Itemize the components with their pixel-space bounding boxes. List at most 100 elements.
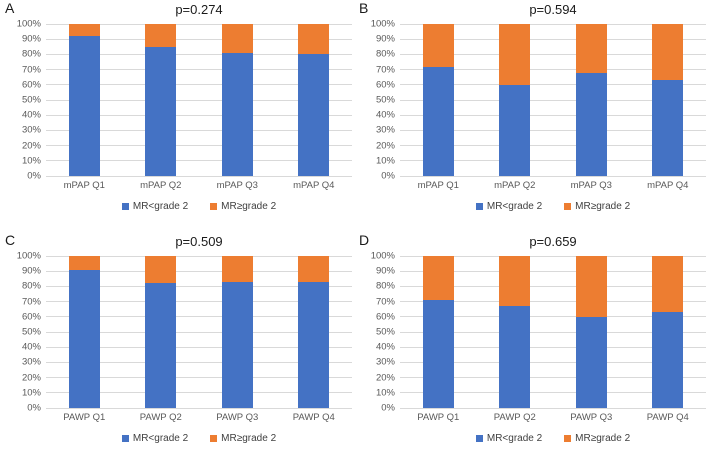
y-tick-label: 0% xyxy=(381,402,395,414)
gridline xyxy=(46,377,352,379)
y-tick-label: 70% xyxy=(375,296,395,308)
plot-area xyxy=(46,23,352,177)
panel-letter: C xyxy=(5,232,16,248)
stacked-bar xyxy=(499,24,531,176)
y-axis: 100% 90% 80% 70% 60% 50% 40% 30% 20% 10% 0% xyxy=(0,19,46,182)
y-axis: 100% 90% 80% 70% 60% 50% 40% 30% 20% 10% 0% xyxy=(0,251,46,414)
x-axis-labels: mPAP Q1 mPAP Q2 mPAP Q3 mPAP Q4 xyxy=(46,180,352,191)
plot-area xyxy=(400,255,706,409)
bar-segment-mr-lt-grade2 xyxy=(499,84,531,176)
x-axis-category-label: PAWP Q2 xyxy=(493,412,536,423)
stacked-bar xyxy=(221,24,253,176)
y-tick-label: 100% xyxy=(370,18,395,30)
stacked-bar xyxy=(575,24,607,176)
legend-swatch xyxy=(121,203,129,210)
gridline xyxy=(46,331,352,333)
chart-body: 100% 90% 80% 70% 60% 50% 40% 30% 20% 10% 0% xyxy=(354,19,708,182)
stacked-bar xyxy=(652,256,684,408)
x-axis-category-label: PAWP Q2 xyxy=(139,412,182,423)
gridline xyxy=(46,175,352,177)
panel-letter: B xyxy=(359,0,369,16)
y-tick-label: 100% xyxy=(16,250,41,262)
panel-c: C p=0.509 100% 90% 80% 70% 60% 50% 40% 30% 20% 10… xyxy=(0,232,354,463)
legend-item: MR<grade 2 xyxy=(475,433,542,444)
legend-swatch xyxy=(564,203,572,210)
bar-column xyxy=(46,256,123,408)
legend: MR<grade 2 MR≥grade 2 xyxy=(400,433,706,444)
bar-column xyxy=(553,24,630,176)
bars xyxy=(46,256,352,408)
gridline xyxy=(400,129,706,131)
gridline xyxy=(46,301,352,303)
bar-column xyxy=(199,24,276,176)
chart-body: 100% 90% 80% 70% 60% 50% 40% 30% 20% 10% 0% xyxy=(354,251,708,414)
gridline xyxy=(400,361,706,363)
gridline xyxy=(400,175,706,177)
gridline xyxy=(46,53,352,55)
legend-label: MR<grade 2 xyxy=(486,201,543,212)
x-axis-category-label: mPAP Q3 xyxy=(216,180,258,191)
x-axis-category-label: PAWP Q3 xyxy=(570,412,613,423)
bar-segment-mr-ge-grade2 xyxy=(145,24,177,47)
gridline xyxy=(46,285,352,287)
chart-body: 100% 90% 80% 70% 60% 50% 40% 30% 20% 10% 0% xyxy=(0,251,354,414)
y-tick-label: 80% xyxy=(21,280,41,292)
stacked-bar xyxy=(298,256,330,408)
stacked-bar xyxy=(298,24,330,176)
y-tick-label: 90% xyxy=(21,265,41,277)
panel-title: p=0.659 xyxy=(529,234,577,249)
y-tick-label: 100% xyxy=(370,250,395,262)
stacked-bar xyxy=(499,256,531,408)
legend-label: MR≥grade 2 xyxy=(221,201,277,212)
x-axis-category-label: PAWP Q1 xyxy=(417,412,460,423)
gridline xyxy=(400,301,706,303)
y-tick-label: 20% xyxy=(21,140,41,152)
stacked-bar xyxy=(145,256,177,408)
stacked-bar xyxy=(68,256,100,408)
gridline xyxy=(400,145,706,147)
bar-segment-mr-ge-grade2 xyxy=(499,256,531,307)
legend-item: MR≥grade 2 xyxy=(210,433,276,444)
gridline xyxy=(46,145,352,147)
gridline xyxy=(46,392,352,394)
panel-a: A p=0.274 100% 90% 80% 70% 60% 50% 40% 30% 20% 10… xyxy=(0,0,354,232)
gridline xyxy=(46,38,352,40)
y-tick-label: 50% xyxy=(375,326,395,338)
x-axis-category-label: mPAP Q1 xyxy=(63,180,105,191)
bar-segment-mr-ge-grade2 xyxy=(575,24,607,73)
gridline xyxy=(400,331,706,333)
gridline xyxy=(400,84,706,86)
legend-label: MR≥grade 2 xyxy=(575,433,631,444)
x-axis-category-label: mPAP Q3 xyxy=(570,180,612,191)
bar-segment-mr-lt-grade2 xyxy=(221,281,253,408)
bar-column xyxy=(123,24,200,176)
bar-segment-mr-ge-grade2 xyxy=(221,256,253,282)
y-tick-label: 90% xyxy=(375,33,395,45)
x-axis-labels: mPAP Q1 mPAP Q2 mPAP Q3 mPAP Q4 xyxy=(400,180,706,191)
y-tick-label: 0% xyxy=(27,170,41,182)
bar-segment-mr-ge-grade2 xyxy=(298,256,330,282)
gridline xyxy=(400,392,706,394)
gridline xyxy=(400,377,706,379)
x-axis-category-label: PAWP Q4 xyxy=(646,412,689,423)
gridline xyxy=(46,160,352,162)
y-tick-label: 50% xyxy=(21,94,41,106)
gridline xyxy=(46,23,352,25)
legend-swatch xyxy=(210,435,218,442)
legend-swatch xyxy=(475,435,483,442)
gridline xyxy=(400,316,706,318)
stacked-bar xyxy=(221,256,253,408)
y-tick-label: 20% xyxy=(21,372,41,384)
y-tick-label: 40% xyxy=(21,109,41,121)
bar-column xyxy=(123,256,200,408)
bar-segment-mr-lt-grade2 xyxy=(68,269,100,408)
legend-swatch xyxy=(121,435,129,442)
panel-letter: D xyxy=(359,232,370,248)
legend: MR<grade 2 MR≥grade 2 xyxy=(400,201,706,212)
bar-segment-mr-lt-grade2 xyxy=(145,46,177,176)
legend-item: MR<grade 2 xyxy=(121,433,188,444)
legend-item: MR≥grade 2 xyxy=(210,201,276,212)
y-tick-label: 30% xyxy=(375,124,395,136)
legend-swatch xyxy=(475,203,483,210)
bar-segment-mr-ge-grade2 xyxy=(575,256,607,317)
